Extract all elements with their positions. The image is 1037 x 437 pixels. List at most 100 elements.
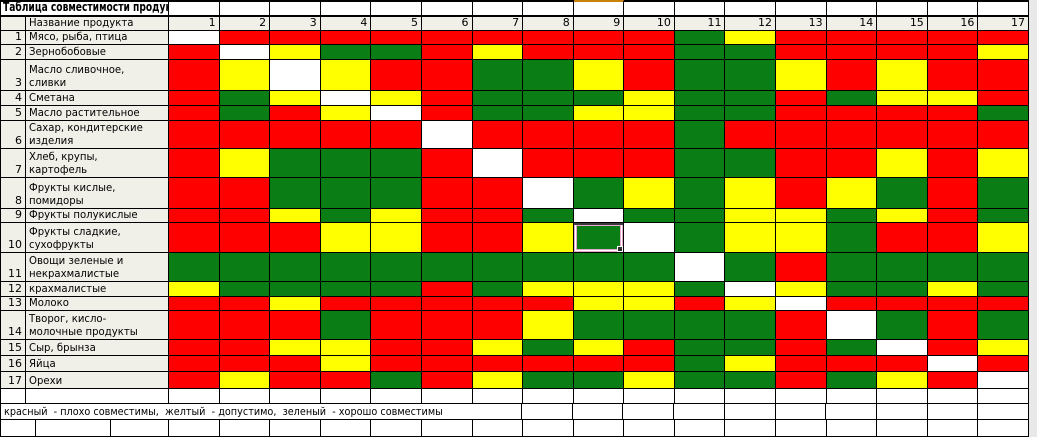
matrix-cell-r12-c1[interactable] — [169, 282, 220, 297]
legend-blank-cell-col8[interactable] — [522, 404, 573, 420]
matrix-cell-r17-c11[interactable] — [674, 372, 726, 389]
product-label-10[interactable]: Фрукты сладкие, сухофрукты — [26, 223, 169, 253]
matrix-cell-r3-c6[interactable] — [421, 60, 473, 91]
col-header-9[interactable]: 9 — [573, 17, 625, 31]
matrix-cell-r5-c13[interactable] — [776, 106, 827, 121]
row-number-17[interactable]: 17 — [1, 372, 26, 389]
empty-row-cell-col12[interactable] — [725, 389, 777, 404]
matrix-cell-r4-c7[interactable] — [472, 91, 524, 106]
col-header-13[interactable]: 13 — [776, 17, 827, 31]
empty-row-cell-col6[interactable] — [421, 389, 473, 404]
bottom-row-cell-8[interactable] — [371, 420, 422, 437]
empty-row-cell-col9[interactable] — [573, 389, 625, 404]
matrix-cell-r10-c10[interactable] — [624, 223, 675, 253]
matrix-cell-r1-c5[interactable] — [371, 31, 422, 45]
matrix-cell-r13-c13[interactable] — [776, 297, 827, 311]
product-label-7[interactable]: Хлеб, крупы, картофель — [26, 149, 169, 178]
title-blank-cell-col15[interactable] — [877, 0, 928, 17]
matrix-cell-r14-c9[interactable] — [573, 311, 625, 340]
selected-cell-r10-c9[interactable] — [573, 223, 625, 253]
matrix-cell-r5-c2[interactable] — [219, 106, 271, 121]
matrix-cell-r9-c7[interactable] — [472, 209, 524, 223]
title-blank-cell-col4[interactable] — [320, 0, 372, 17]
matrix-cell-r11-c5[interactable] — [371, 253, 422, 282]
matrix-cell-r11-c4[interactable] — [320, 253, 372, 282]
product-label-8[interactable]: Фрукты кислые, помидоры — [26, 178, 169, 209]
matrix-cell-r9-c9[interactable] — [573, 209, 625, 223]
matrix-cell-r12-c15[interactable] — [877, 282, 928, 297]
matrix-cell-r3-c2[interactable] — [219, 60, 271, 91]
matrix-cell-r2-c1[interactable] — [169, 45, 220, 60]
matrix-cell-r16-c16[interactable] — [927, 356, 979, 372]
matrix-cell-r16-c1[interactable] — [169, 356, 220, 372]
matrix-cell-r6-c17[interactable] — [978, 121, 1029, 149]
matrix-cell-r3-c3[interactable] — [270, 60, 321, 91]
matrix-cell-r3-c15[interactable] — [877, 60, 928, 91]
legend-blank-cell-col16[interactable] — [927, 404, 979, 420]
matrix-cell-r2-c15[interactable] — [877, 45, 928, 60]
col-header-1[interactable]: 1 — [169, 17, 220, 31]
matrix-cell-r13-c1[interactable] — [169, 297, 220, 311]
matrix-cell-r3-c4[interactable] — [320, 60, 372, 91]
matrix-cell-r12-c14[interactable] — [826, 282, 878, 297]
matrix-cell-r11-c13[interactable] — [776, 253, 827, 282]
legend-blank-cell-col11[interactable] — [674, 404, 725, 420]
matrix-cell-r16-c2[interactable] — [219, 356, 271, 372]
bottom-row-cell-3[interactable] — [111, 420, 169, 437]
row-number-9[interactable]: 9 — [1, 209, 26, 223]
matrix-cell-r2-c10[interactable] — [624, 45, 675, 60]
col-header-5[interactable]: 5 — [371, 17, 422, 31]
matrix-cell-r5-c8[interactable] — [523, 106, 574, 121]
matrix-cell-r17-c13[interactable] — [776, 372, 827, 389]
matrix-cell-r16-c11[interactable] — [674, 356, 726, 372]
matrix-cell-r15-c17[interactable] — [978, 340, 1029, 356]
matrix-cell-r5-c4[interactable] — [320, 106, 372, 121]
matrix-cell-r13-c12[interactable] — [725, 297, 777, 311]
matrix-cell-r14-c17[interactable] — [978, 311, 1029, 340]
matrix-cell-r16-c5[interactable] — [371, 356, 422, 372]
matrix-cell-r9-c15[interactable] — [877, 209, 928, 223]
matrix-cell-r14-c7[interactable] — [472, 311, 524, 340]
matrix-cell-r15-c11[interactable] — [674, 340, 726, 356]
matrix-cell-r7-c9[interactable] — [573, 149, 625, 178]
col-header-8[interactable]: 8 — [523, 17, 574, 31]
matrix-cell-r15-c12[interactable] — [725, 340, 777, 356]
matrix-cell-r15-c4[interactable] — [320, 340, 372, 356]
matrix-cell-r2-c4[interactable] — [320, 45, 372, 60]
matrix-cell-r10-c13[interactable] — [776, 223, 827, 253]
empty-row-name-cell[interactable] — [26, 389, 169, 404]
matrix-cell-r5-c15[interactable] — [877, 106, 928, 121]
title-blank-cell-col13[interactable] — [776, 0, 827, 17]
bottom-row-cell-2[interactable] — [36, 420, 111, 437]
row-number-10[interactable]: 10 — [1, 223, 26, 253]
matrix-cell-r3-c1[interactable] — [169, 60, 220, 91]
matrix-cell-r2-c13[interactable] — [776, 45, 827, 60]
row-number-3[interactable]: 3 — [1, 60, 26, 91]
col-header-2[interactable]: 2 — [219, 17, 271, 31]
row-number-2[interactable]: 2 — [1, 45, 26, 60]
title-blank-cell-col9[interactable] — [573, 0, 625, 17]
matrix-cell-r12-c5[interactable] — [371, 282, 422, 297]
matrix-cell-r1-c13[interactable] — [776, 31, 827, 45]
col-header-4[interactable]: 4 — [320, 17, 372, 31]
matrix-cell-r10-c1[interactable] — [169, 223, 220, 253]
matrix-cell-r13-c3[interactable] — [270, 297, 321, 311]
product-label-11[interactable]: Овощи зеленые и некрахмалистые — [26, 253, 169, 282]
table-title-cell[interactable]: Таблица совместимости продуктов: — [1, 0, 169, 17]
legend-blank-cell-col17[interactable] — [978, 404, 1029, 420]
matrix-cell-r9-c12[interactable] — [725, 209, 777, 223]
matrix-cell-r5-c7[interactable] — [472, 106, 524, 121]
title-blank-cell-col14[interactable] — [826, 0, 878, 17]
product-label-12[interactable]: крахмалистые — [26, 282, 169, 297]
empty-row-cell-col13[interactable] — [776, 389, 827, 404]
matrix-cell-r7-c8[interactable] — [523, 149, 574, 178]
matrix-cell-r11-c17[interactable] — [978, 253, 1029, 282]
matrix-cell-r13-c7[interactable] — [472, 297, 524, 311]
matrix-cell-r17-c15[interactable] — [877, 372, 928, 389]
legend-blank-cell-col13[interactable] — [775, 404, 827, 420]
matrix-cell-r3-c13[interactable] — [776, 60, 827, 91]
matrix-cell-r1-c2[interactable] — [219, 31, 271, 45]
bottom-row-cell-11[interactable] — [523, 420, 574, 437]
matrix-cell-r11-c16[interactable] — [927, 253, 979, 282]
product-label-6[interactable]: Сахар, кондитерские изделия — [26, 121, 169, 149]
